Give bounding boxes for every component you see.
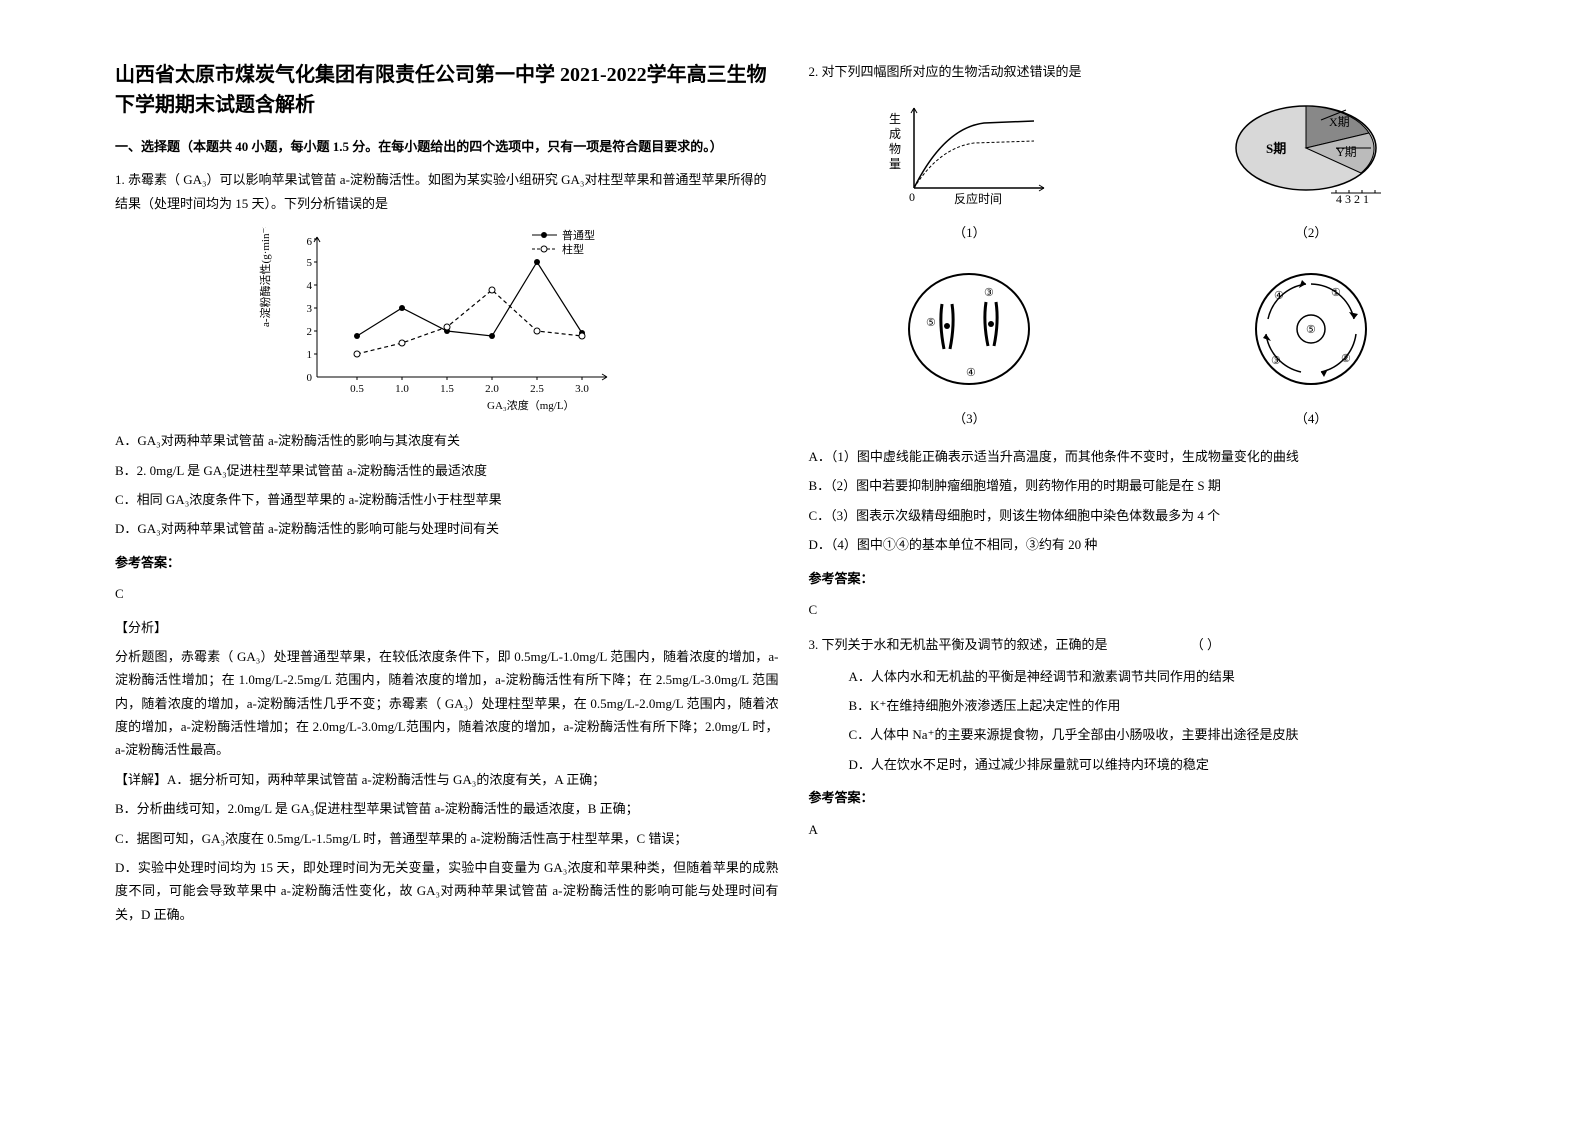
q3-answer-label: 参考答案： <box>809 786 1473 809</box>
q3-paren: （ ） <box>1191 633 1220 656</box>
q1-detail-d: D．实验中处理时间均为 15 天，即处理时间为无关变量，实验中自变量为 GA₃浓… <box>115 856 779 926</box>
svg-text:5: 5 <box>306 257 312 269</box>
q2-option-d: D．（4）图中①④的基本单位不相同，③约有 20 种 <box>809 533 1473 556</box>
svg-text:4: 4 <box>306 280 312 292</box>
q2-body: 对下列四幅图所对应的生物活动叙述错误的是 <box>822 64 1082 79</box>
q1-option-c: C．相同 GA₃浓度条件下，普通型苹果的 a-淀粉酶活性小于柱型苹果 <box>115 488 779 511</box>
q2-text: 2. 对下列四幅图所对应的生物活动叙述错误的是 <box>809 60 1473 83</box>
question-1: 1. 赤霉素（ GA₃）可以影响苹果试管苗 a-淀粉酶活性。如图为某实验小组研究… <box>115 168 779 926</box>
q1-option-b: B．2. 0mg/L 是 GA₃促进柱型苹果试管苗 a-淀粉酶活性的最适浓度 <box>115 459 779 482</box>
d2-scale: 4 3 2 1 <box>1336 192 1369 206</box>
svg-text:2: 2 <box>306 326 312 338</box>
svg-text:柱型: 柱型 <box>562 242 584 256</box>
d3-label: （3） <box>894 407 1044 430</box>
svg-text:GA₃浓度（mg/L）: GA₃浓度（mg/L） <box>487 398 575 412</box>
svg-text:X期: X期 <box>1329 115 1350 129</box>
q1-chart: 0 1 2 3 4 5 6 <box>115 227 779 417</box>
q1-analysis-label: 【分析】 <box>115 616 779 639</box>
d1-xlabel: 反应时间 <box>954 191 1002 206</box>
q3-option-d: D．人在饮水不足时，通过减少排尿量就可以维持内环境的稳定 <box>849 753 1473 776</box>
svg-text:2.5: 2.5 <box>530 383 544 395</box>
question-2: 2. 对下列四幅图所对应的生物活动叙述错误的是 生 成 物 量 0 反应时间 <box>809 60 1473 621</box>
q1-detail-c: C．据图可知，GA₃浓度在 0.5mg/L-1.5mg/L 时，普通型苹果的 a… <box>115 827 779 850</box>
line-chart-svg: 0 1 2 3 4 5 6 <box>257 227 637 417</box>
q2-number: 2. <box>809 64 819 79</box>
q1-text: 1. 赤霉素（ GA₃）可以影响苹果试管苗 a-淀粉酶活性。如图为某实验小组研究… <box>115 168 779 215</box>
d1-label: （1） <box>884 221 1054 244</box>
svg-text:2.0: 2.0 <box>485 383 499 395</box>
diagram-2: S期 X期 Y期 4 3 2 1 （2） <box>1221 98 1401 244</box>
svg-text:0: 0 <box>909 190 915 204</box>
question-3: 3. 下列关于水和无机盐平衡及调节的叙述，正确的是 （ ） A．人体内水和无机盐… <box>809 633 1473 841</box>
q2-diagrams: 生 成 物 量 0 反应时间 （1） S期 X期 Y期 <box>809 98 1473 430</box>
svg-text:3: 3 <box>306 303 312 315</box>
q3-body: 下列关于水和无机盐平衡及调节的叙述，正确的是 <box>822 637 1108 652</box>
q2-option-a: A．（1）图中虚线能正确表示适当升高温度，而其他条件不变时，生成物量变化的曲线 <box>809 445 1473 468</box>
svg-text:③: ③ <box>984 287 994 299</box>
svg-text:⑤: ⑤ <box>1306 324 1316 336</box>
diagram-3-svg: ⑤ ③ ④ <box>894 264 1044 394</box>
q2-answer-label: 参考答案： <box>809 567 1473 590</box>
q3-number: 3. <box>809 637 819 652</box>
svg-text:①: ① <box>1331 287 1341 299</box>
q3-options: A．人体内水和无机盐的平衡是神经调节和激素调节共同作用的结果 B．K⁺在维持细胞… <box>809 665 1473 777</box>
svg-text:④: ④ <box>966 367 976 379</box>
diagram-1: 生 成 物 量 0 反应时间 （1） <box>884 98 1054 244</box>
document-title: 山西省太原市煤炭气化集团有限责任公司第一中学 2021-2022学年高三生物下学… <box>115 60 779 120</box>
svg-text:1.0: 1.0 <box>395 383 409 395</box>
q3-text: 3. 下列关于水和无机盐平衡及调节的叙述，正确的是 （ ） <box>809 633 1473 656</box>
diagram-2-svg: S期 X期 Y期 4 3 2 1 <box>1221 98 1401 208</box>
q1-answer: C <box>115 582 779 605</box>
svg-text:④: ④ <box>1274 290 1284 302</box>
diagram-4-svg: ① ② ③ ④ ⑤ <box>1236 264 1386 394</box>
svg-text:0.5: 0.5 <box>350 383 364 395</box>
right-column: 2. 对下列四幅图所对应的生物活动叙述错误的是 生 成 物 量 0 反应时间 <box>794 60 1488 1062</box>
q2-options: A．（1）图中虚线能正确表示适当升高温度，而其他条件不变时，生成物量变化的曲线 … <box>809 445 1473 557</box>
svg-text:物: 物 <box>889 142 901 156</box>
q3-option-c: C．人体中 Na⁺的主要来源提食物，几乎全部由小肠吸收，主要排出途径是皮肤 <box>849 723 1473 746</box>
svg-text:1.5: 1.5 <box>440 383 454 395</box>
q1-detail-a: 【详解】A．据分析可知，两种苹果试管苗 a-淀粉酶活性与 GA₃的浓度有关，A … <box>115 768 779 791</box>
svg-text:普通型: 普通型 <box>562 228 595 242</box>
q1-option-d: D．GA₃对两种苹果试管苗 a-淀粉酶活性的影响可能与处理时间有关 <box>115 517 779 540</box>
svg-text:量: 量 <box>889 157 901 171</box>
svg-text:1: 1 <box>306 349 312 361</box>
q1-options: A．GA₃对两种苹果试管苗 a-淀粉酶活性的影响与其浓度有关 B．2. 0mg/… <box>115 429 779 541</box>
svg-text:6: 6 <box>306 236 312 248</box>
svg-text:3.0: 3.0 <box>575 383 589 395</box>
q1-number: 1. <box>115 172 125 187</box>
q2-answer: C <box>809 598 1473 621</box>
q3-option-a: A．人体内水和无机盐的平衡是神经调节和激素调节共同作用的结果 <box>849 665 1473 688</box>
svg-text:②: ② <box>1341 353 1351 365</box>
diagram-4: ① ② ③ ④ ⑤ （4） <box>1236 264 1386 430</box>
q2-option-b: B．（2）图中若要抑制肿瘤细胞增殖，则药物作用的时期最可能是在 S 期 <box>809 474 1473 497</box>
d1-ylabel: 生 <box>889 112 901 126</box>
svg-text:③: ③ <box>1271 355 1281 367</box>
svg-text:成: 成 <box>889 127 901 141</box>
section-header: 一、选择题（本题共 40 小题，每小题 1.5 分。在每小题给出的四个选项中，只… <box>115 135 779 158</box>
svg-text:S期: S期 <box>1266 141 1286 156</box>
svg-text:0: 0 <box>306 372 312 384</box>
q1-answer-label: 参考答案： <box>115 551 779 574</box>
svg-text:⑤: ⑤ <box>926 317 936 329</box>
svg-text:a-淀粉酶活性(g·min⁻¹·g⁻¹): a-淀粉酶活性(g·min⁻¹·g⁻¹) <box>258 227 272 327</box>
q1-analysis: 分析题图，赤霉素（ GA₃）处理普通型苹果，在较低浓度条件下，即 0.5mg/L… <box>115 645 779 762</box>
q1-option-a: A．GA₃对两种苹果试管苗 a-淀粉酶活性的影响与其浓度有关 <box>115 429 779 452</box>
d2-label: （2） <box>1221 221 1401 244</box>
q1-body: 赤霉素（ GA₃）可以影响苹果试管苗 a-淀粉酶活性。如图为某实验小组研究 GA… <box>115 172 766 210</box>
q2-option-c: C．（3）图表示次级精母细胞时，则该生物体细胞中染色体数最多为 4 个 <box>809 504 1473 527</box>
svg-text:Y期: Y期 <box>1336 145 1357 159</box>
q1-detail-b: B．分析曲线可知，2.0mg/L 是 GA₃促进柱型苹果试管苗 a-淀粉酶活性的… <box>115 797 779 820</box>
q3-answer: A <box>809 818 1473 841</box>
diagram-3: ⑤ ③ ④ （3） <box>894 264 1044 430</box>
diagram-1-svg: 生 成 物 量 0 反应时间 <box>884 98 1054 208</box>
d4-label: （4） <box>1236 407 1386 430</box>
q3-option-b: B．K⁺在维持细胞外液渗透压上起决定性的作用 <box>849 694 1473 717</box>
left-column: 山西省太原市煤炭气化集团有限责任公司第一中学 2021-2022学年高三生物下学… <box>100 60 794 1062</box>
